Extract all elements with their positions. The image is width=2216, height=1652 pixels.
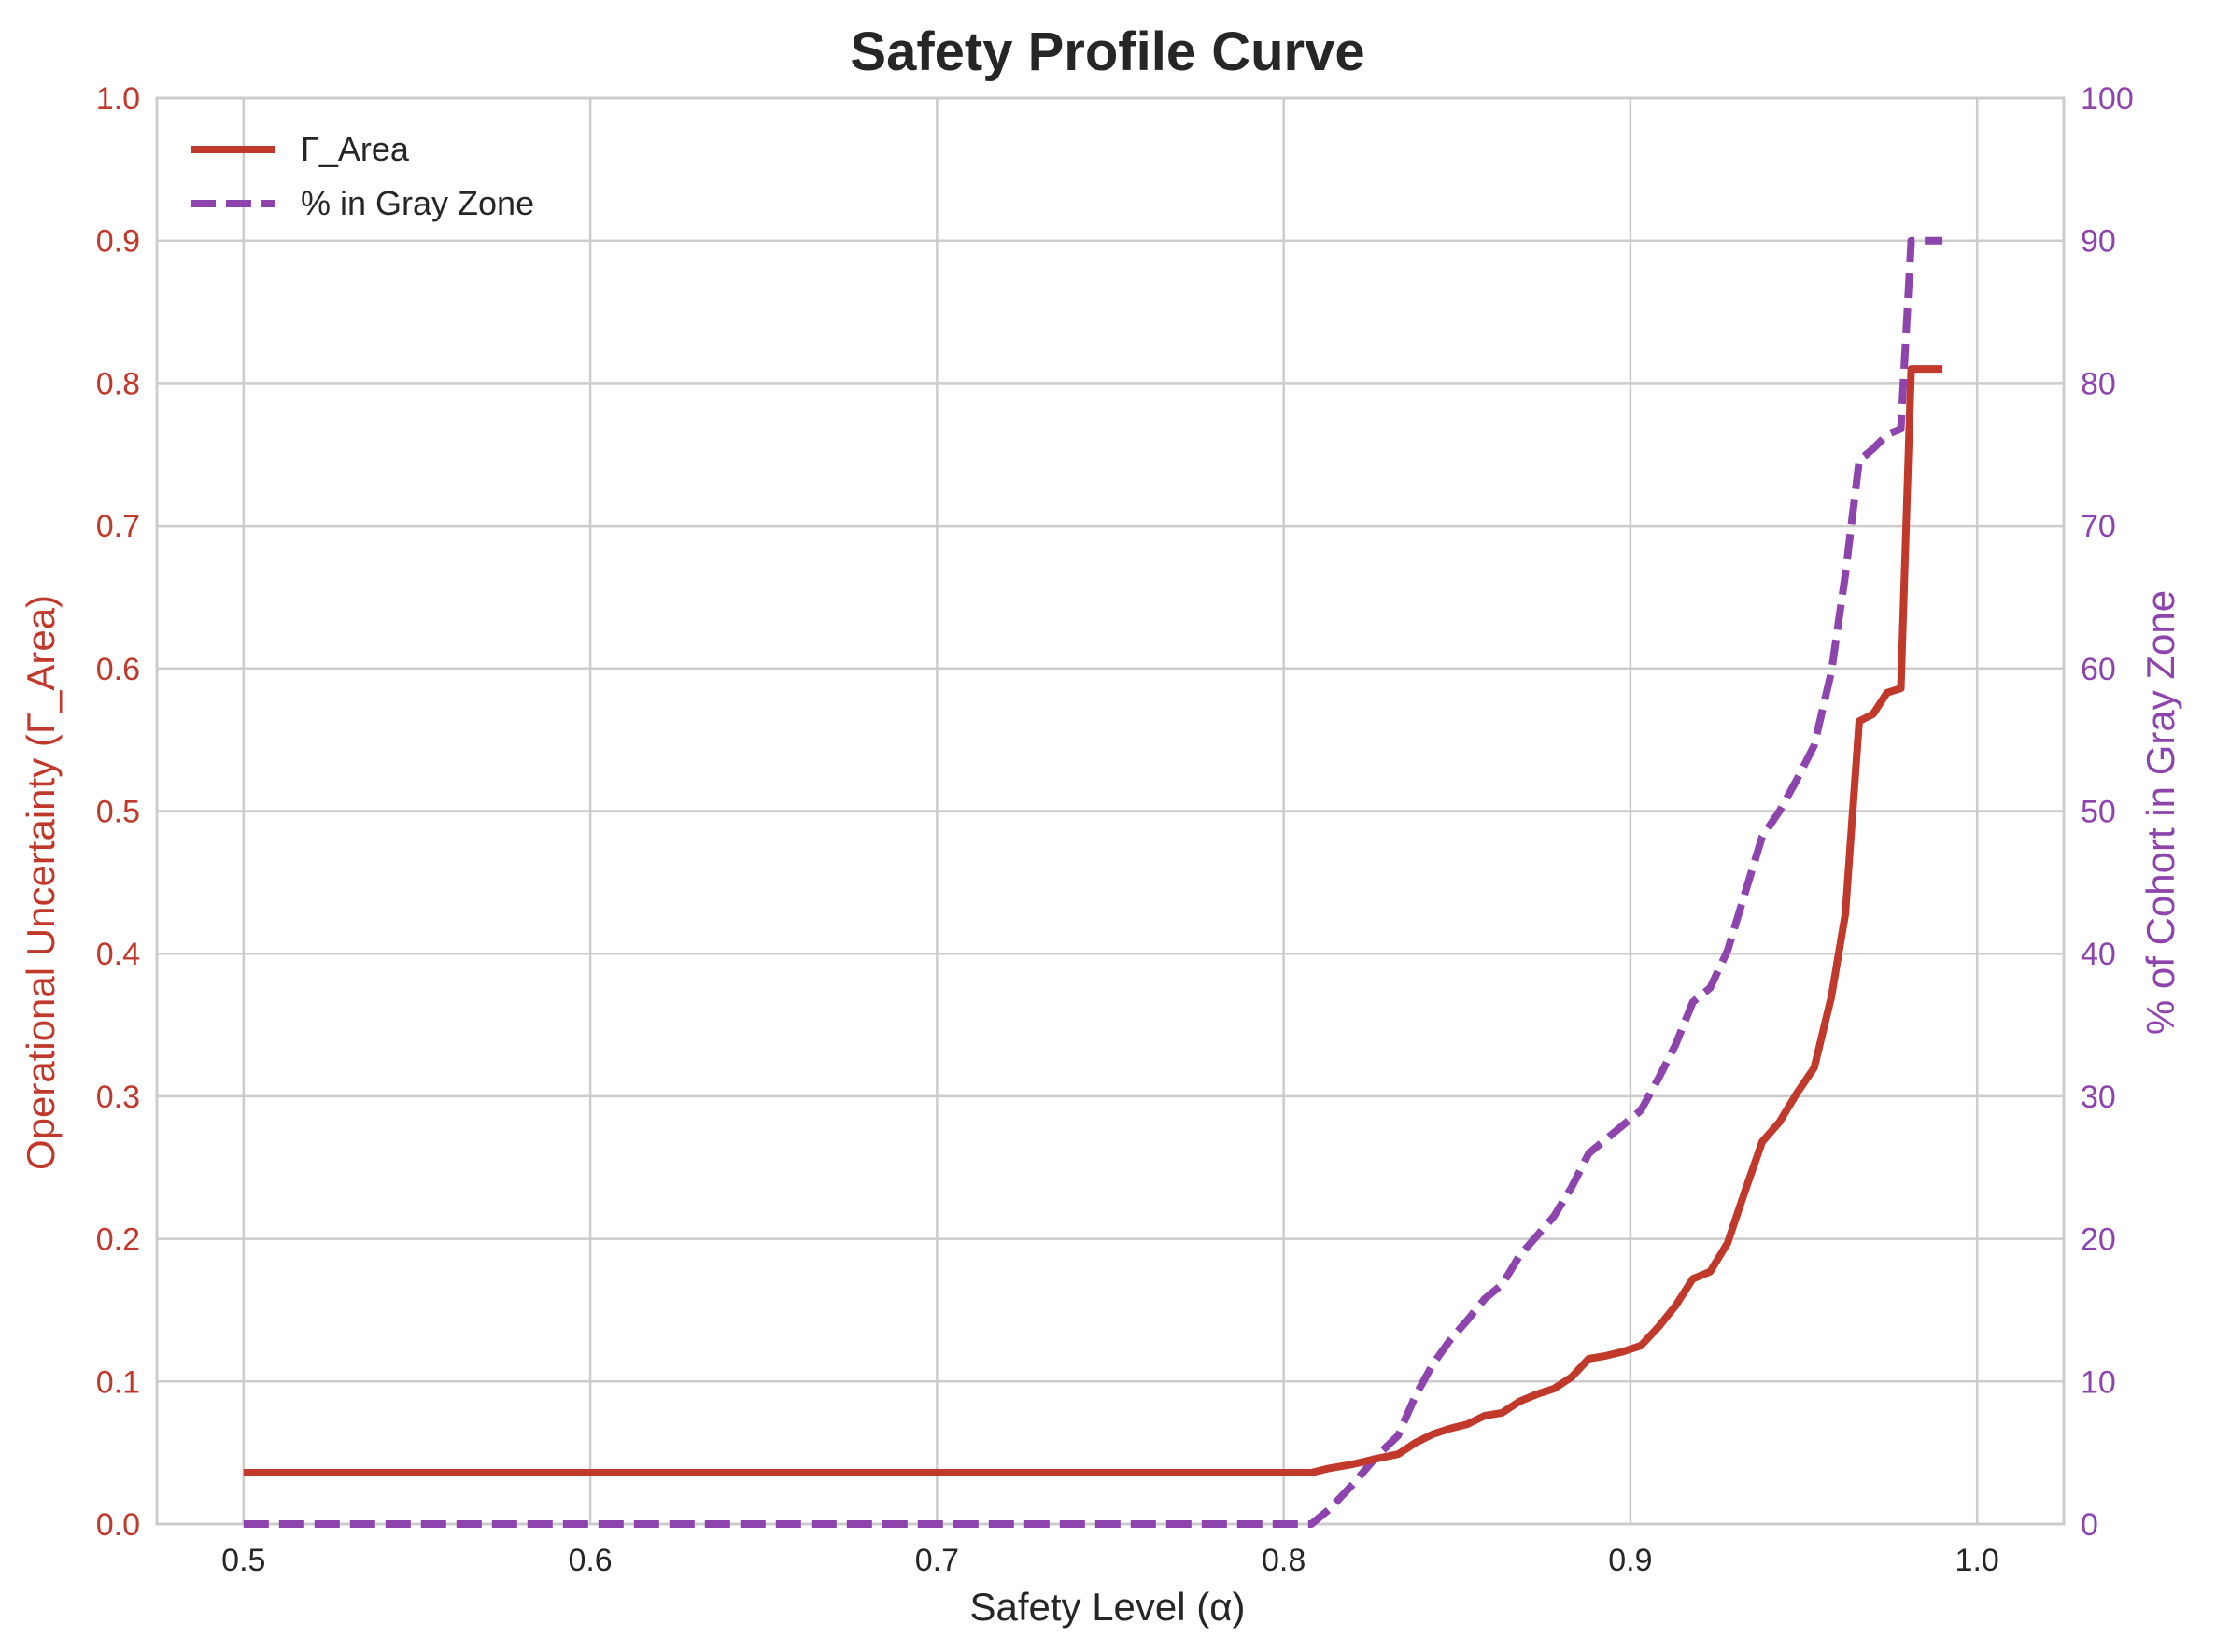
y2-tick-label: 10 xyxy=(2081,1364,2116,1400)
y-tick-label: 0.6 xyxy=(96,652,140,687)
y2-tick-label: 30 xyxy=(2081,1080,2116,1115)
y-tick-label: 0.5 xyxy=(96,795,140,830)
x-tick-label: 0.6 xyxy=(568,1543,612,1578)
ticks: 0.5 0.6 0.7 0.8 0.9 1.0 0.0 0.1 0.2 0.3 0.4 0.5 0.6 0… xyxy=(96,81,2134,1578)
y-tick-label: 0.0 xyxy=(96,1507,140,1543)
y-tick-label: 0.3 xyxy=(96,1080,140,1115)
x-tick-label: 0.9 xyxy=(1608,1543,1652,1578)
x-axis-label: Safety Level (α) xyxy=(969,1585,1245,1629)
y2-tick-label: 100 xyxy=(2081,81,2134,117)
y-tick-label: 0.8 xyxy=(96,366,140,402)
y-tick-label: 0.4 xyxy=(96,937,140,972)
series-layer xyxy=(243,236,1943,1528)
y-tick-label: 0.1 xyxy=(96,1364,140,1400)
y2-tick-label: 0 xyxy=(2081,1507,2098,1543)
legend-label-gray: % in Gray Zone xyxy=(301,184,534,222)
y2-tick-label: 90 xyxy=(2081,224,2116,260)
legend: Γ_Area % in Gray Zone xyxy=(191,130,534,222)
y2-tick-label: 40 xyxy=(2081,937,2116,972)
y2-tick-label: 70 xyxy=(2081,509,2116,544)
x-tick-label: 0.5 xyxy=(221,1543,265,1578)
y-tick-label: 0.7 xyxy=(96,509,140,544)
chart-title: Safety Profile Curve xyxy=(850,21,1364,82)
y2-axis-label: % of Cohort in Gray Zone xyxy=(2138,590,2182,1035)
legend-label-area: Γ_Area xyxy=(301,130,410,168)
y-tick-label: 1.0 xyxy=(96,81,140,117)
y-tick-label: 0.2 xyxy=(96,1222,140,1258)
y2-tick-label: 60 xyxy=(2081,652,2116,687)
y-axis-label: Operational Uncertainty (Γ_Area) xyxy=(19,595,63,1170)
y-tick-label: 0.9 xyxy=(96,224,140,260)
x-tick-label: 1.0 xyxy=(1955,1543,1999,1578)
y2-tick-label: 50 xyxy=(2081,795,2116,830)
y2-tick-label: 20 xyxy=(2081,1222,2116,1258)
series-line-gray-zone xyxy=(243,236,1943,1528)
y2-tick-label: 80 xyxy=(2081,366,2116,402)
series-line-gamma-area xyxy=(243,365,1943,1476)
x-tick-label: 0.7 xyxy=(915,1543,959,1578)
x-tick-label: 0.8 xyxy=(1262,1543,1306,1578)
